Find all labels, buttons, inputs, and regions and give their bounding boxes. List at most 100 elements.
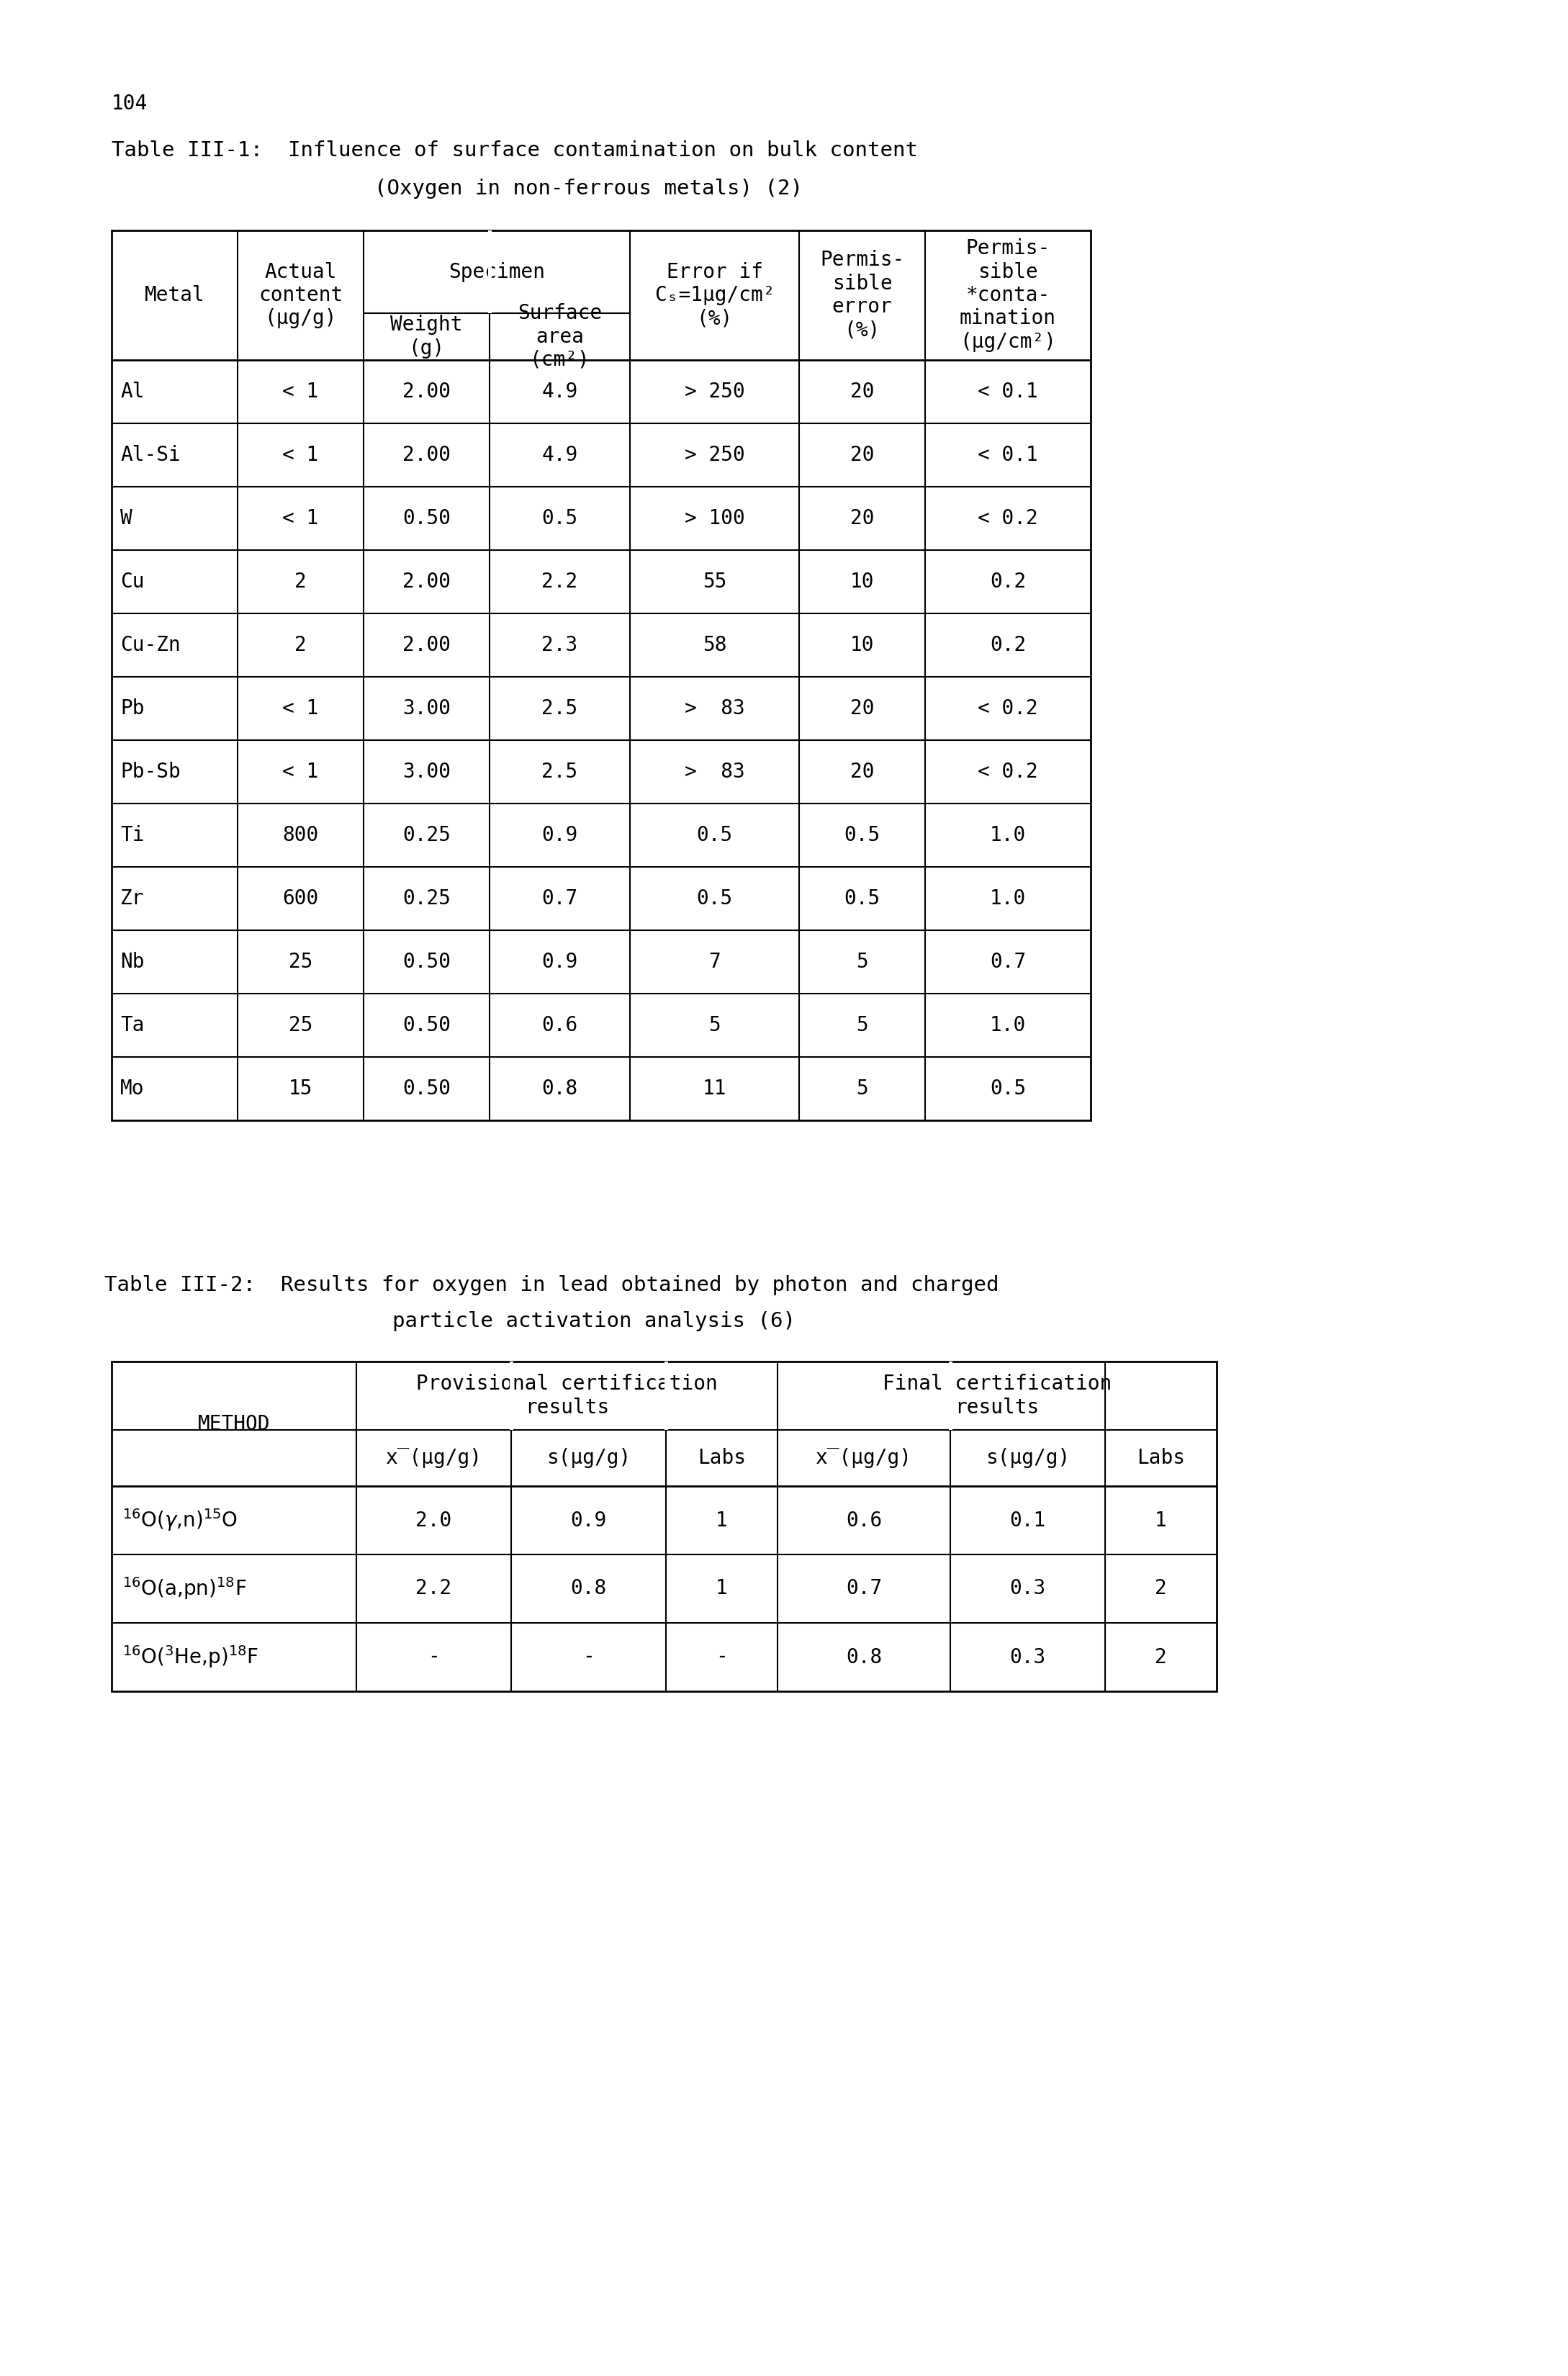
Text: Ti: Ti	[121, 824, 144, 846]
Text: Table III-2:  Results for oxygen in lead obtained by photon and charged: Table III-2: Results for oxygen in lead …	[105, 1276, 999, 1295]
Text: 2: 2	[295, 573, 307, 592]
Text: Cu: Cu	[121, 573, 144, 592]
Text: < 1: < 1	[282, 699, 318, 718]
Text: 15: 15	[289, 1079, 312, 1098]
Text: Metal: Metal	[144, 285, 205, 304]
Text: Labs: Labs	[1137, 1447, 1185, 1468]
Text: >  83: > 83	[684, 763, 745, 782]
Text: Nb: Nb	[121, 953, 144, 972]
Text: 0.25: 0.25	[403, 824, 450, 846]
Text: 0.1: 0.1	[1010, 1511, 1046, 1530]
Text: 10: 10	[850, 634, 875, 656]
Text: 7: 7	[709, 953, 721, 972]
Text: 0.7: 0.7	[989, 953, 1025, 972]
Text: 600: 600	[282, 889, 318, 908]
Text: 2.3: 2.3	[541, 634, 579, 656]
Text: 2.2: 2.2	[541, 573, 579, 592]
Text: W: W	[121, 508, 132, 527]
Text: 5: 5	[856, 1079, 869, 1098]
Text: Final certification
results: Final certification results	[883, 1373, 1112, 1418]
Text: Cu-Zn: Cu-Zn	[121, 634, 180, 656]
Text: 3.00: 3.00	[403, 699, 450, 718]
Text: 2.2: 2.2	[416, 1578, 452, 1599]
Text: s(μg/g): s(μg/g)	[986, 1447, 1069, 1468]
Text: 2.00: 2.00	[403, 383, 450, 402]
Text: 0.5: 0.5	[696, 889, 732, 908]
Text: 1: 1	[1156, 1511, 1167, 1530]
Text: 20: 20	[850, 508, 875, 527]
Text: Table III-1:  Influence of surface contamination on bulk content: Table III-1: Influence of surface contam…	[111, 140, 917, 162]
Text: 4.9: 4.9	[541, 383, 579, 402]
Text: 0.9: 0.9	[541, 824, 579, 846]
Text: particle activation analysis (6): particle activation analysis (6)	[216, 1312, 795, 1331]
Bar	[488, 230, 491, 314]
Text: 0.50: 0.50	[403, 1015, 450, 1036]
Text: x̅(μg/g): x̅(μg/g)	[386, 1447, 481, 1468]
Text: 0.5: 0.5	[541, 508, 579, 527]
Text: Al-Si: Al-Si	[121, 444, 180, 466]
Text: 11: 11	[702, 1079, 726, 1098]
Text: 0.7: 0.7	[541, 889, 579, 908]
Text: Surface
area
(cm²): Surface area (cm²)	[517, 304, 602, 371]
Text: 0.5: 0.5	[844, 824, 880, 846]
Text: s(μg/g): s(μg/g)	[546, 1447, 630, 1468]
Text: 5: 5	[856, 1015, 869, 1036]
Text: 25: 25	[289, 1015, 312, 1036]
Text: 0.6: 0.6	[845, 1511, 881, 1530]
Text: $^{16}$O($^{3}$He,p)$^{18}$F: $^{16}$O($^{3}$He,p)$^{18}$F	[122, 1644, 259, 1670]
Text: 104: 104	[111, 93, 147, 114]
Text: 1.0: 1.0	[989, 889, 1025, 908]
Text: Pb-Sb: Pb-Sb	[121, 763, 180, 782]
Text: Mo: Mo	[121, 1079, 144, 1098]
Text: 2: 2	[295, 634, 307, 656]
Text: 0.9: 0.9	[571, 1511, 607, 1530]
Text: 1.0: 1.0	[989, 1015, 1025, 1036]
Text: Permis-
sible
*conta-
mination
(μg/cm²): Permis- sible *conta- mination (μg/cm²)	[960, 238, 1057, 352]
Text: < 1: < 1	[282, 763, 318, 782]
Text: 0.5: 0.5	[844, 889, 880, 908]
Text: Ta: Ta	[121, 1015, 144, 1036]
Text: < 0.1: < 0.1	[978, 444, 1038, 466]
Text: 3.00: 3.00	[403, 763, 450, 782]
Text: 2.00: 2.00	[403, 444, 450, 466]
Text: Weight
(g): Weight (g)	[390, 316, 463, 359]
Text: > 250: > 250	[684, 444, 745, 466]
Text: 58: 58	[702, 634, 726, 656]
Text: Error if
Cₛ=1μg/cm²
(%): Error if Cₛ=1μg/cm² (%)	[654, 261, 775, 328]
Bar	[949, 1361, 952, 1430]
Text: >  83: > 83	[684, 699, 745, 718]
Text: 0.50: 0.50	[403, 953, 450, 972]
Text: 5: 5	[709, 1015, 721, 1036]
Text: -: -	[715, 1647, 728, 1668]
Bar	[510, 1361, 513, 1430]
Text: 20: 20	[850, 444, 875, 466]
Text: 0.7: 0.7	[845, 1578, 881, 1599]
Text: (Oxygen in non-ferrous metals) (2): (Oxygen in non-ferrous metals) (2)	[223, 178, 803, 200]
Text: 0.8: 0.8	[845, 1647, 881, 1668]
Text: 0.3: 0.3	[1010, 1578, 1046, 1599]
Text: 0.6: 0.6	[541, 1015, 579, 1036]
Text: Pb: Pb	[121, 699, 144, 718]
Text: 20: 20	[850, 763, 875, 782]
Text: 0.50: 0.50	[403, 508, 450, 527]
Text: Permis-
sible
error
(%): Permis- sible error (%)	[820, 249, 905, 340]
Text: 2.5: 2.5	[541, 763, 579, 782]
Text: $^{16}$O(a,pn)$^{18}$F: $^{16}$O(a,pn)$^{18}$F	[122, 1575, 246, 1601]
Text: -: -	[582, 1647, 594, 1668]
Text: 0.5: 0.5	[696, 824, 732, 846]
Text: 2.00: 2.00	[403, 573, 450, 592]
Text: 2: 2	[1156, 1578, 1167, 1599]
Text: METHOD: METHOD	[198, 1414, 270, 1433]
Text: 4.9: 4.9	[541, 444, 579, 466]
Text: 55: 55	[702, 573, 726, 592]
Bar	[111, 230, 1091, 1121]
Text: 20: 20	[850, 699, 875, 718]
Text: 0.50: 0.50	[403, 1079, 450, 1098]
Text: < 0.2: < 0.2	[978, 699, 1038, 718]
Text: -: -	[428, 1647, 439, 1668]
Bar	[665, 1361, 668, 1430]
Text: 20: 20	[850, 383, 875, 402]
Text: $^{16}$O($\gamma$,n)$^{15}$O: $^{16}$O($\gamma$,n)$^{15}$O	[122, 1506, 238, 1533]
Text: 0.3: 0.3	[1010, 1647, 1046, 1668]
Text: > 100: > 100	[684, 508, 745, 527]
